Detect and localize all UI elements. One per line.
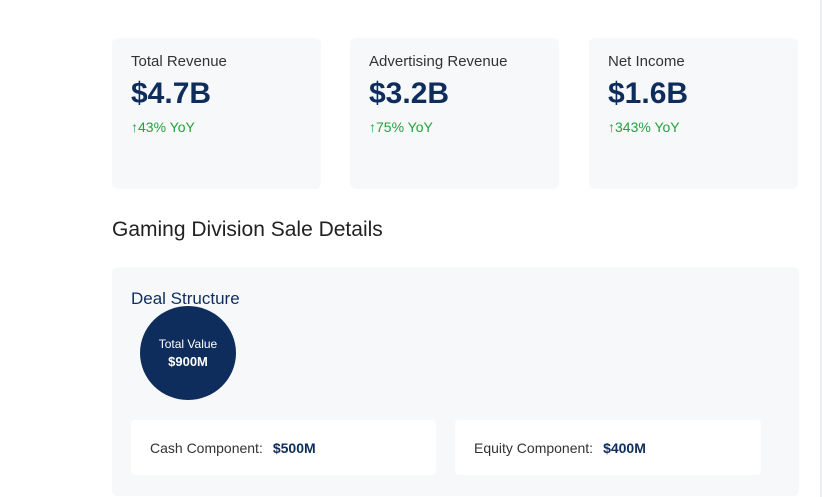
metric-card-advertising-revenue: Advertising Revenue $3.2B ↑75% YoY <box>350 38 559 189</box>
metric-label: Advertising Revenue <box>369 53 508 70</box>
equity-component-box: Equity Component: $400M <box>455 420 761 475</box>
cash-component-value: $500M <box>272 439 316 456</box>
cash-component-label: Cash Component: <box>150 439 263 456</box>
deal-structure-title: Deal Structure <box>131 289 240 308</box>
total-value-circle: Total Value $900M <box>140 306 236 400</box>
deal-structure-panel: Deal Structure Total Value $900M Cash Co… <box>112 267 799 496</box>
scrollbar-track[interactable] <box>820 0 822 497</box>
metric-label: Total Revenue <box>131 53 227 70</box>
cash-component-box: Cash Component: $500M <box>131 420 436 475</box>
metric-value: $4.7B <box>131 77 212 110</box>
metric-card-total-revenue: Total Revenue $4.7B ↑43% YoY <box>112 38 321 189</box>
total-value-label: Total Value <box>158 336 218 351</box>
section-title: Gaming Division Sale Details <box>112 218 383 241</box>
metric-change: ↑343% YoY <box>608 119 680 135</box>
metric-value: $1.6B <box>608 77 689 110</box>
equity-component-value: $400M <box>603 439 646 456</box>
equity-component-label: Equity Component: <box>474 439 594 456</box>
metric-change: ↑75% YoY <box>369 119 433 135</box>
metric-card-net-income: Net Income $1.6B ↑343% YoY <box>589 38 798 189</box>
metric-label: Net Income <box>608 53 685 70</box>
metric-value: $3.2B <box>369 77 450 110</box>
metric-change: ↑43% YoY <box>131 119 195 135</box>
total-value-amount: $900M <box>168 353 208 369</box>
